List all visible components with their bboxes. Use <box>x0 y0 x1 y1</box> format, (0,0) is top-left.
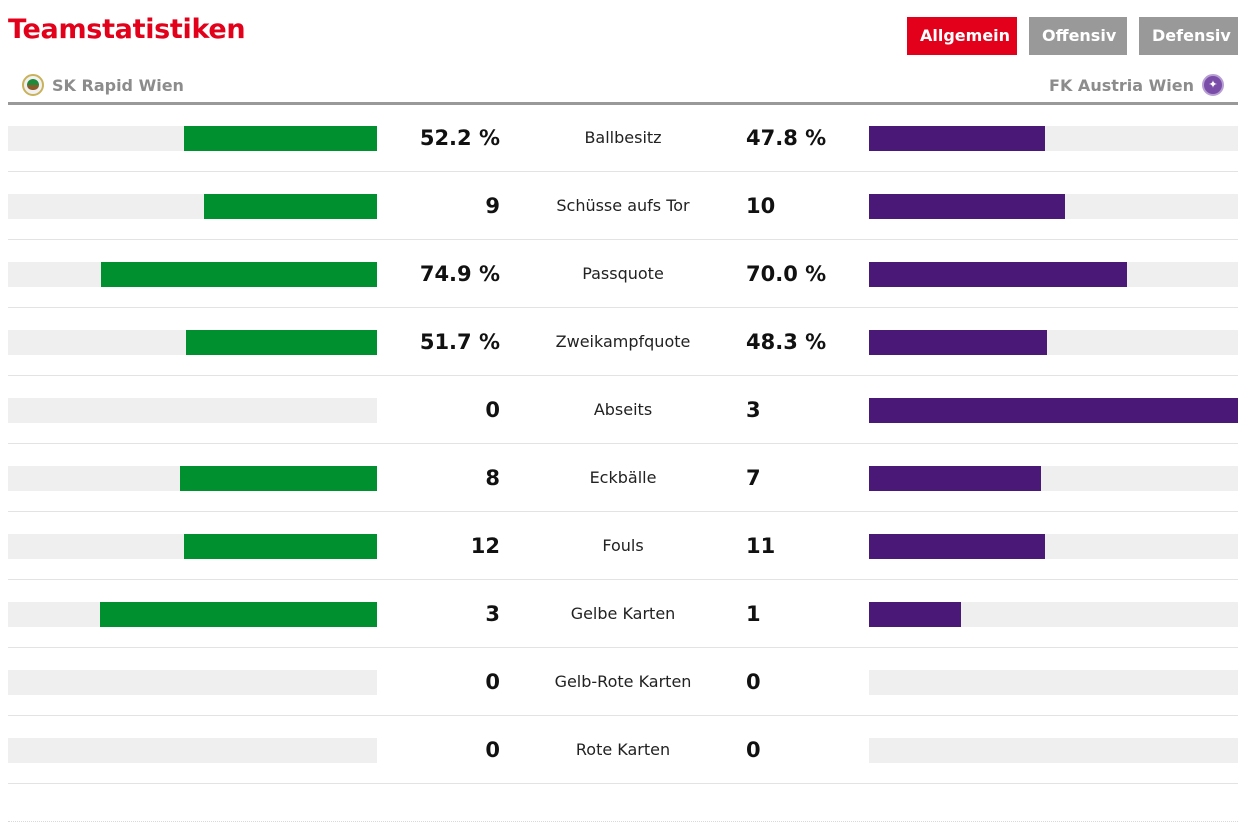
home-bar <box>180 466 377 491</box>
away-bar-track <box>869 602 1238 627</box>
away-value: 48.3 % <box>746 330 827 354</box>
home-bar-track <box>8 126 377 151</box>
home-bar-track <box>8 330 377 355</box>
home-value: 51.7 % <box>419 330 500 354</box>
away-value: 11 <box>746 534 776 558</box>
stat-row: 3 Gelbe Karten 1 <box>8 580 1238 648</box>
home-value: 9 <box>485 194 500 218</box>
stat-label: Eckbälle <box>589 468 657 487</box>
stat-row: 52.2 % Ballbesitz 47.8 % <box>8 104 1238 172</box>
divider <box>8 821 1238 822</box>
away-bar-track <box>869 126 1238 151</box>
stat-label: Zweikampfquote <box>555 332 691 351</box>
home-value: 3 <box>485 602 500 626</box>
away-value: 0 <box>746 670 761 694</box>
home-bar-track <box>8 466 377 491</box>
home-bar <box>100 602 377 627</box>
stat-row: 51.7 % Zweikampfquote 48.3 % <box>8 308 1238 376</box>
home-bar-track <box>8 670 377 695</box>
home-value: 74.9 % <box>419 262 500 286</box>
home-team[interactable]: SK Rapid Wien <box>22 74 184 96</box>
away-bar-track <box>869 738 1238 763</box>
away-bar <box>869 262 1128 287</box>
away-bar-track <box>869 194 1238 219</box>
away-bar <box>869 602 962 627</box>
home-bar-track <box>8 534 377 559</box>
home-bar-track <box>8 738 377 763</box>
stat-label: Gelbe Karten <box>570 604 676 623</box>
away-bar <box>869 466 1042 491</box>
tab-allgemein[interactable]: Allgemein <box>907 17 1017 55</box>
away-value: 10 <box>746 194 776 218</box>
stat-row: 0 Gelb-Rote Karten 0 <box>8 648 1238 716</box>
stat-label: Ballbesitz <box>584 128 662 147</box>
stat-row: 8 Eckbälle 7 <box>8 444 1238 512</box>
home-value: 0 <box>485 398 500 422</box>
tab-offensiv[interactable]: Offensiv <box>1029 17 1127 55</box>
home-bar <box>186 330 377 355</box>
austria-crest-icon <box>1202 74 1224 96</box>
teams-header: SK Rapid Wien FK Austria Wien <box>8 70 1238 105</box>
away-team-name: FK Austria Wien <box>1049 75 1194 95</box>
stat-category-tabs: Allgemein Offensiv Defensiv <box>907 17 1238 55</box>
home-bar <box>203 194 377 219</box>
away-value: 1 <box>746 602 761 626</box>
page-title: Teamstatistiken <box>8 14 246 45</box>
home-bar-track <box>8 398 377 423</box>
home-value: 8 <box>485 466 500 490</box>
away-bar-track <box>869 330 1238 355</box>
away-bar <box>869 398 1238 423</box>
home-team-name: SK Rapid Wien <box>52 75 184 95</box>
home-bar-track <box>8 262 377 287</box>
stat-row: 12 Fouls 11 <box>8 512 1238 580</box>
home-value: 52.2 % <box>419 126 500 150</box>
away-bar <box>869 330 1048 355</box>
away-bar-track <box>869 466 1238 491</box>
away-team[interactable]: FK Austria Wien <box>1049 74 1224 96</box>
away-bar <box>869 126 1046 151</box>
home-bar <box>184 126 377 151</box>
stat-row: 0 Rote Karten 0 <box>8 716 1238 784</box>
home-bar-track <box>8 602 377 627</box>
stat-label: Fouls <box>602 536 644 555</box>
away-value: 47.8 % <box>746 126 827 150</box>
home-value: 0 <box>485 670 500 694</box>
away-value: 3 <box>746 398 761 422</box>
away-bar <box>869 194 1065 219</box>
away-bar-track <box>869 262 1238 287</box>
home-value: 0 <box>485 738 500 762</box>
home-bar-track <box>8 194 377 219</box>
stat-label: Rote Karten <box>575 740 671 759</box>
home-bar <box>100 262 377 287</box>
stat-row: 0 Abseits 3 <box>8 376 1238 444</box>
away-value: 0 <box>746 738 761 762</box>
home-value: 12 <box>470 534 500 558</box>
away-value: 70.0 % <box>746 262 827 286</box>
stats-table: 52.2 % Ballbesitz 47.8 % 9 Schüsse aufs Tor 1… <box>8 104 1238 784</box>
stat-row: 9 Schüsse aufs Tor 10 <box>8 172 1238 240</box>
away-bar-track <box>869 670 1238 695</box>
stat-label: Gelb-Rote Karten <box>554 672 692 691</box>
rapid-crest-icon <box>22 74 44 96</box>
stat-label: Abseits <box>593 400 653 419</box>
stat-label: Schüsse aufs Tor <box>556 196 690 215</box>
tab-defensiv[interactable]: Defensiv <box>1139 17 1238 55</box>
stat-label: Passquote <box>582 264 664 283</box>
away-value: 7 <box>746 466 761 490</box>
away-bar-track <box>869 534 1238 559</box>
stat-row: 74.9 % Passquote 70.0 % <box>8 240 1238 308</box>
away-bar-track <box>869 398 1238 423</box>
home-bar <box>184 534 377 559</box>
away-bar <box>869 534 1046 559</box>
